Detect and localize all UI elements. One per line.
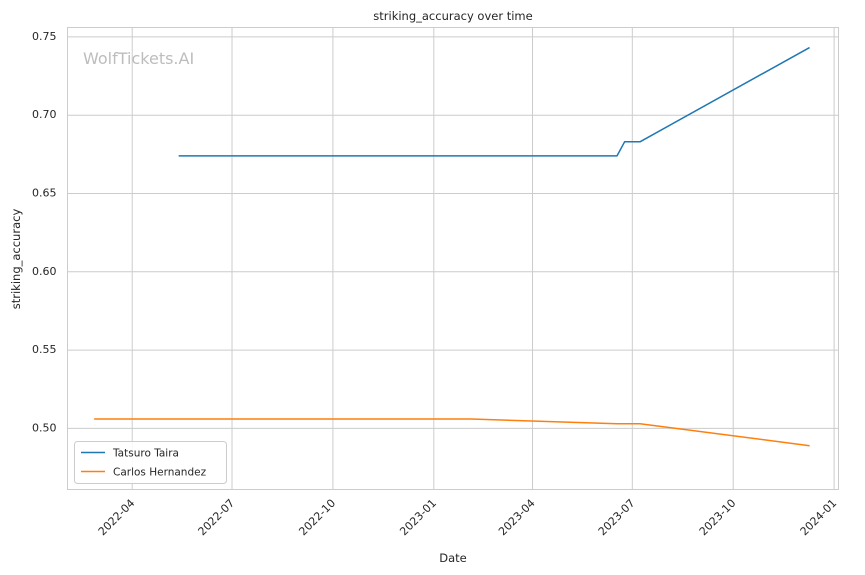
watermark: WolfTickets.AI xyxy=(83,49,194,68)
series-lines xyxy=(94,46,810,447)
plot-area xyxy=(67,27,839,490)
series-line-carlos-hernandez xyxy=(94,418,810,447)
x-tick-label: 2022-04 xyxy=(96,497,138,539)
y-tick-label: 0.70 xyxy=(32,108,57,121)
x-tick-label: 2023-01 xyxy=(397,497,439,539)
x-tick-label: 2022-10 xyxy=(296,497,338,539)
y-tick-label: 0.50 xyxy=(32,421,57,434)
plot-frame xyxy=(67,27,839,490)
legend-box xyxy=(74,441,227,484)
x-tick-label: 2024-01 xyxy=(798,497,840,539)
series-line-tatsuro-taira xyxy=(178,46,810,157)
y-tick-label: 0.55 xyxy=(32,343,57,356)
grid xyxy=(67,27,839,490)
y-tick-label: 0.65 xyxy=(32,187,57,200)
y-tick-label: 0.60 xyxy=(32,265,57,278)
legend: Tatsuro Taira Carlos Hernandez xyxy=(74,441,227,484)
y-tick-label: 0.75 xyxy=(32,30,57,43)
x-tick-label: 2023-04 xyxy=(496,497,538,539)
y-axis-title: striking_accuracy xyxy=(9,209,23,310)
y-tick-labels: 0.50 0.55 0.60 0.65 0.70 0.75 xyxy=(32,30,57,435)
chart-title: striking_accuracy over time xyxy=(373,9,532,23)
x-tick-labels: 2022-04 2022-07 2022-10 2023-01 2023-04 2023-… xyxy=(96,497,840,539)
x-tick-label: 2023-07 xyxy=(596,497,638,539)
legend-label-carlos-hernandez: Carlos Hernandez xyxy=(113,467,207,479)
x-tick-label: 2023-10 xyxy=(697,497,739,539)
legend-label-tatsuro-taira: Tatsuro Taira xyxy=(112,448,179,460)
x-axis-title: Date xyxy=(439,551,467,565)
x-tick-label: 2022-07 xyxy=(196,497,238,539)
